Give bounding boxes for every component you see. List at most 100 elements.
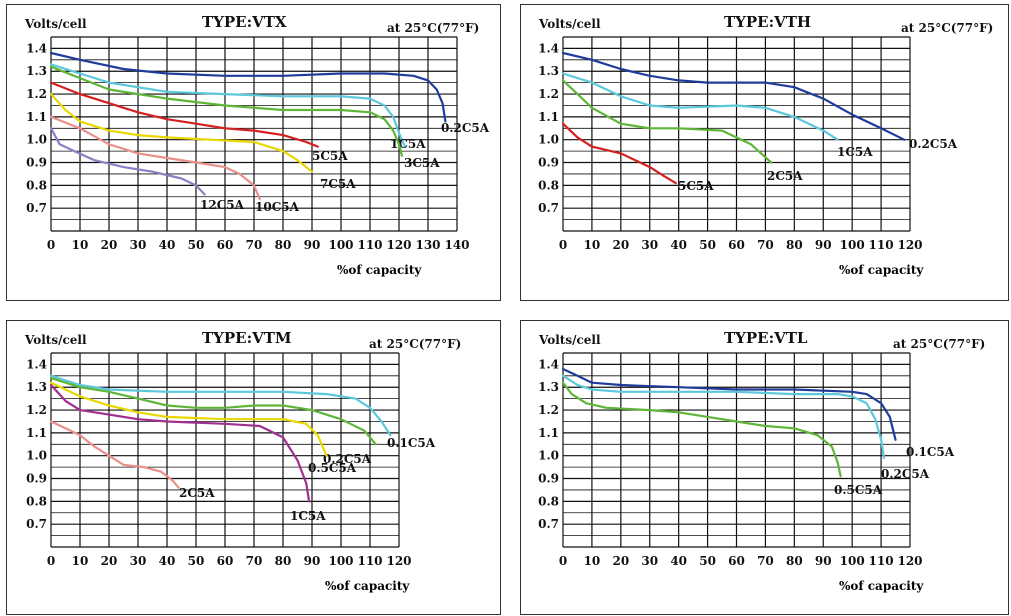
series-line <box>49 65 403 157</box>
y-tick-label: 1.1 <box>26 110 47 124</box>
x-tick-label: 0 <box>47 554 55 568</box>
x-tick-label: 90 <box>304 554 321 568</box>
series-label: 1C5A <box>837 145 873 159</box>
y-tick-label: 1.0 <box>26 449 47 463</box>
y-tick-label: 0.9 <box>26 156 47 170</box>
x-tick-label: 80 <box>275 554 292 568</box>
y-tick-label: 0.9 <box>538 472 559 486</box>
series-label: 0.5C5A <box>308 461 357 475</box>
x-tick-label: 80 <box>786 554 803 568</box>
series-label: 1C5A <box>290 509 326 523</box>
series-line <box>49 381 328 457</box>
y-tick-label: 1.4 <box>26 41 47 55</box>
x-tick-label: 20 <box>101 238 118 252</box>
chart-title: TYPE:VTM <box>202 329 292 347</box>
temperature-note: at 25°C(77°F) <box>901 21 994 35</box>
series-label: 12C5A <box>200 198 245 212</box>
series-line <box>561 72 839 141</box>
x-tick-label: 90 <box>304 238 321 252</box>
series-line <box>49 383 311 503</box>
series-label: 0.5C5A <box>834 483 883 497</box>
y-tick-label: 1.0 <box>538 133 559 147</box>
series-line <box>49 81 319 148</box>
x-tick-label: 90 <box>815 238 832 252</box>
x-tick-label: 50 <box>188 554 205 568</box>
x-tick-label: 120 <box>386 238 411 252</box>
x-tick-label: 50 <box>699 238 716 252</box>
x-tick-label: 110 <box>357 554 382 568</box>
series-line <box>561 374 886 460</box>
grid <box>50 36 458 232</box>
x-tick-label: 0 <box>559 554 567 568</box>
series-line <box>49 127 206 196</box>
x-tick-label: 110 <box>869 238 894 252</box>
x-tick-label: 110 <box>869 554 894 568</box>
y-tick-label: 0.9 <box>26 472 47 486</box>
grid <box>50 352 400 548</box>
x-tick-label: 140 <box>444 238 469 252</box>
y-tick-label: 1.1 <box>26 426 47 440</box>
y-axis-label: Volts/cell <box>539 17 601 31</box>
y-tick-label: 1.3 <box>538 380 559 394</box>
x-tick-label: 0 <box>559 238 567 252</box>
chart-title: TYPE:VTH <box>724 13 812 31</box>
x-tick-label: 100 <box>840 554 865 568</box>
x-tick-label: 130 <box>415 238 440 252</box>
y-tick-label: 1.2 <box>538 403 559 417</box>
y-tick-label: 1.3 <box>26 380 47 394</box>
x-tick-label: 80 <box>275 238 292 252</box>
x-tick-label: 80 <box>786 238 803 252</box>
y-tick-label: 1.0 <box>26 133 47 147</box>
chart-title: TYPE:VTX <box>202 13 287 31</box>
y-tick-label: 0.8 <box>538 494 559 508</box>
x-tick-label: 60 <box>728 238 745 252</box>
x-axis-label: %of capacity <box>839 263 924 277</box>
series-label: 0.2C5A <box>441 121 490 135</box>
series-label: 3C5A <box>404 156 440 170</box>
series-line <box>49 51 447 123</box>
series-line <box>49 377 377 446</box>
series-label: 10C5A <box>255 200 300 214</box>
x-tick-label: 120 <box>386 554 411 568</box>
series-line <box>49 374 392 437</box>
x-tick-label: 50 <box>188 238 205 252</box>
y-tick-label: 0.7 <box>26 517 47 531</box>
grid <box>562 36 911 232</box>
x-tick-label: 40 <box>670 554 687 568</box>
series-line <box>561 381 842 478</box>
chart-panel-vtl: Volts/cell TYPE:VTL at 25°C(77°F) 0 10 20 3… <box>520 320 1009 615</box>
chart-panel-vtm: Volts/cell TYPE:VTM at 25°C(77°F) 0 10 20 3… <box>6 320 501 615</box>
series-line <box>49 93 314 173</box>
series-label: 0.1C5A <box>387 436 436 450</box>
y-tick-label: 1.0 <box>538 449 559 463</box>
chart-plot-vth: 0 10 20 30 40 50 60 70 80 90 100 110 120 0.7 0.8 0.9 1.0… <box>538 36 958 252</box>
x-tick-label: 70 <box>757 554 774 568</box>
x-tick-label: 70 <box>246 554 263 568</box>
y-tick-label: 1.4 <box>538 357 559 371</box>
chart-panel-vtx: Volts/cell TYPE:VTX at 25°C(77°F) 0 10 20 3… <box>6 4 501 301</box>
x-axis-label: %of capacity <box>839 579 924 593</box>
y-tick-label: 0.7 <box>538 201 559 215</box>
x-tick-label: 100 <box>840 238 865 252</box>
y-tick-label: 1.2 <box>538 87 559 101</box>
series-line <box>561 122 677 185</box>
y-tick-label: 0.7 <box>26 201 47 215</box>
chart-plot-vtl: 0 10 20 30 40 50 60 70 80 90 100 110 120 0.7 0.8 0.9 1.0… <box>538 352 955 568</box>
x-tick-label: 60 <box>217 238 234 252</box>
series-label: 2C5A <box>179 486 215 500</box>
x-tick-label: 20 <box>612 238 629 252</box>
x-tick-label: 120 <box>897 238 922 252</box>
x-tick-label: 40 <box>159 238 176 252</box>
series-label: 0.2C5A <box>323 452 372 466</box>
x-tick-label: 30 <box>641 238 658 252</box>
y-tick-label: 0.7 <box>538 517 559 531</box>
y-tick-label: 1.3 <box>26 64 47 78</box>
series-label: 2C5A <box>767 169 803 183</box>
series-label: 0.2C5A <box>881 467 930 481</box>
temperature-note: at 25°C(77°F) <box>369 337 462 351</box>
y-tick-label: 1.4 <box>26 357 47 371</box>
series-line <box>49 115 261 201</box>
series-label: 7C5A <box>320 177 356 191</box>
x-tick-label: 10 <box>72 238 89 252</box>
series-line <box>49 63 406 148</box>
